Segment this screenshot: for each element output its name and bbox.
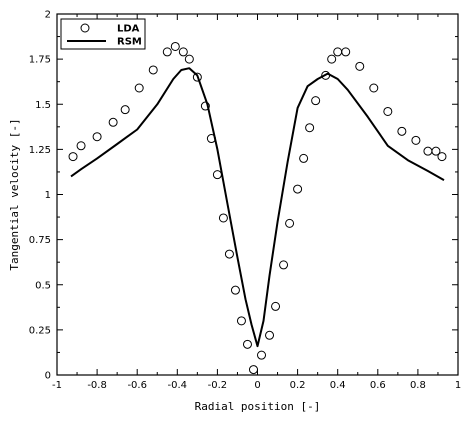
series-layer [68, 41, 447, 375]
lda-point [279, 260, 289, 270]
lda-point [248, 365, 258, 375]
lda-point [218, 213, 228, 223]
plot-border [56, 13, 459, 376]
plot-frame [56, 13, 459, 376]
lda-point [271, 301, 281, 311]
x-tick-label: 0.2 [290, 380, 306, 391]
x-tick-label: -0.2 [208, 380, 228, 391]
lda-point [162, 47, 172, 57]
x-tick-label: 0.6 [370, 380, 386, 391]
y-axis-title: Tangential velocity [-] [8, 118, 21, 270]
y-tick-label: 0.25 [29, 325, 51, 336]
lda-point [184, 54, 194, 64]
lda-point [108, 117, 118, 127]
lda-point [192, 72, 202, 82]
lda-point [68, 152, 78, 162]
x-tick-label: -0.6 [127, 380, 147, 391]
x-tick-label: 0.8 [410, 380, 426, 391]
lda-point [383, 106, 393, 116]
lda-point [397, 126, 407, 136]
lda-point [431, 146, 441, 156]
lda-point [327, 54, 337, 64]
y-tick-label: 0 [45, 371, 51, 382]
legend-box [60, 18, 146, 50]
lda-point [120, 105, 130, 115]
lda-point [178, 47, 188, 57]
lda-point [257, 350, 267, 360]
y-tick-label: 1.5 [35, 100, 51, 111]
y-tick-label: 0.5 [35, 280, 51, 291]
lda-point [200, 101, 210, 111]
x-tick-label: -0.4 [168, 380, 188, 391]
x-tick-label: 0 [254, 380, 260, 391]
lda-point [333, 47, 343, 57]
lda-point [369, 83, 379, 93]
x-axis-ticks: -1 -0.8 -0.6 -0.4 -0.2 0 0.2 0.4 0.6 0.8 1 [52, 14, 461, 391]
lda-point [242, 339, 252, 349]
lda-point [224, 249, 234, 259]
lda-point [148, 65, 158, 75]
lda-point [299, 153, 309, 163]
y-tick-label: 1.25 [29, 145, 51, 156]
lda-point [170, 41, 180, 51]
lda-point [92, 132, 102, 142]
legend: LDA RSM [60, 18, 146, 50]
legend-rsm-label: RSM [117, 37, 142, 48]
legend-lda-marker [80, 23, 90, 33]
lda-point [311, 96, 321, 106]
y-tick-label: 1.75 [29, 55, 51, 66]
x-tick-label: 0.4 [330, 380, 346, 391]
lda-point [76, 141, 86, 151]
lda-point [411, 135, 421, 145]
lda-point [293, 184, 303, 194]
rsm-line [70, 67, 445, 348]
x-tick-label: -1 [52, 380, 62, 391]
lda-point [423, 146, 433, 156]
y-tick-label: 1 [45, 190, 51, 201]
lda-point [265, 330, 275, 340]
lda-point [305, 123, 315, 133]
lda-point [212, 170, 222, 180]
y-tick-label: 2 [45, 10, 51, 21]
lda-point [285, 218, 295, 228]
lda-point [437, 152, 447, 162]
legend-lda-label: LDA [117, 24, 140, 35]
y-tick-label: 0.75 [29, 235, 51, 246]
lda-point [134, 83, 144, 93]
lda-point [355, 61, 365, 71]
lda-point [341, 47, 351, 57]
x-tick-label: 1 [455, 380, 461, 391]
lda-point [230, 285, 240, 295]
x-tick-label: -0.8 [87, 380, 107, 391]
x-axis-title: Radial position [-] [195, 400, 321, 413]
lda-point [236, 316, 246, 326]
y-axis-ticks: 0 0.25 0.5 0.75 1 1.25 1.5 1.75 2 [29, 10, 458, 382]
